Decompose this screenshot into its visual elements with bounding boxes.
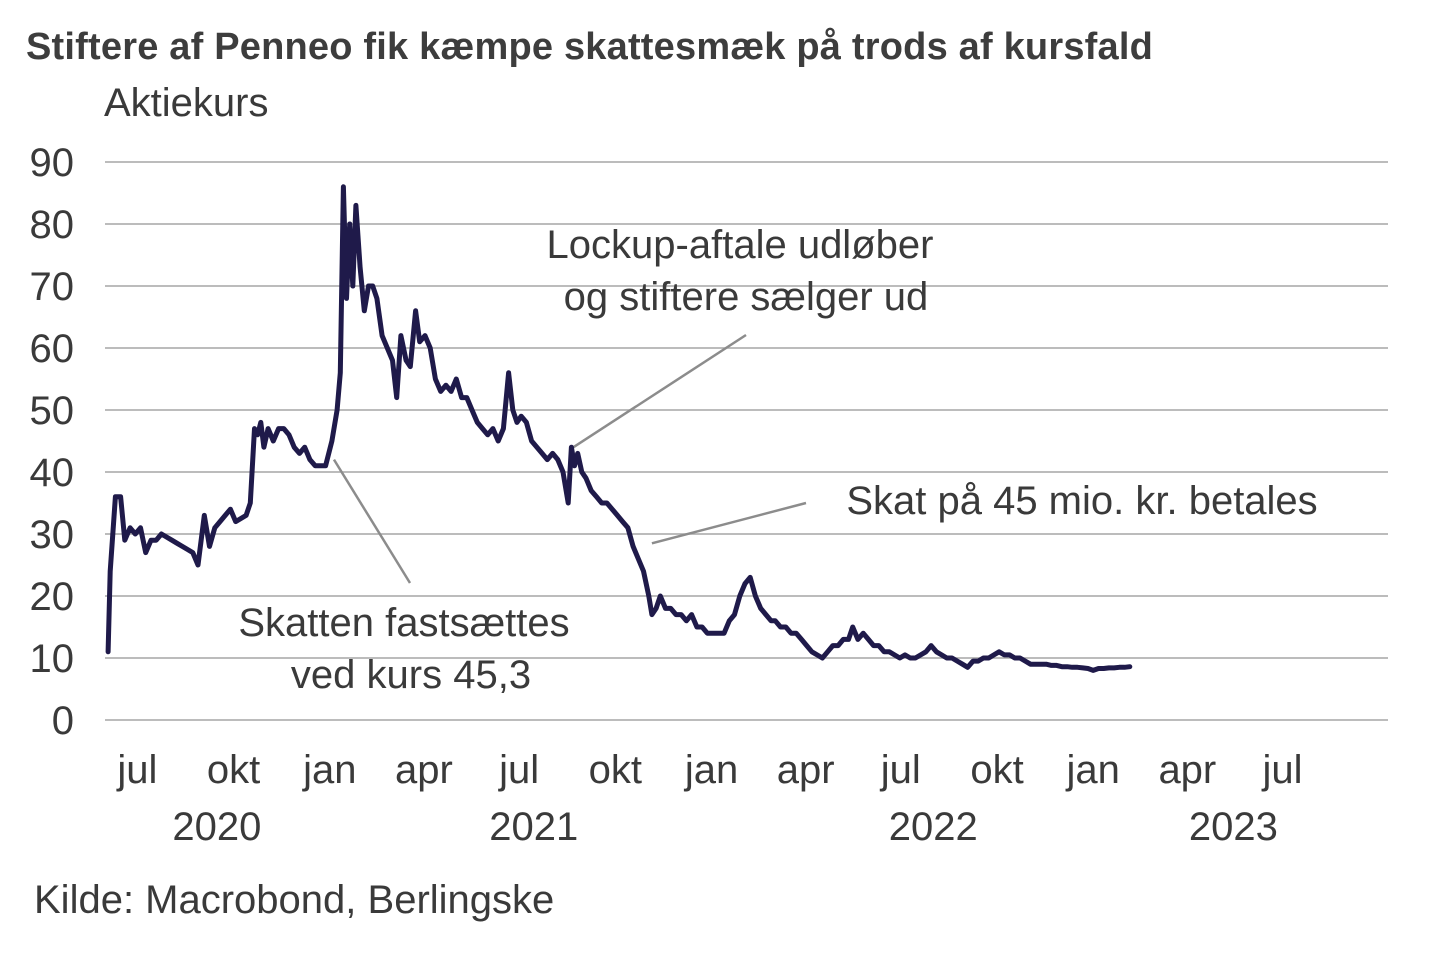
gridlines: [105, 161, 1388, 721]
x-tick-labels: jul okt jan apr jul okt jan apr jul okt jan apr jul2…: [116, 748, 1302, 849]
annotation-lines: [332, 333, 807, 584]
x-year-2022: 2022: [889, 805, 978, 849]
annotation-line-1: [572, 333, 747, 449]
y-tick-80: 80: [30, 203, 75, 247]
x-tick-jul-4: jul: [498, 748, 539, 792]
x-tick-jul-12: jul: [1262, 748, 1303, 792]
annotation-line-3: [332, 458, 412, 584]
x-tick-jan-10: jan: [1066, 748, 1120, 792]
y-tick-20: 20: [30, 575, 75, 619]
x-tick-okt-9: okt: [970, 748, 1023, 792]
y-tick-90: 90: [30, 141, 75, 185]
annotation-3-line-1: Skatten fastsættes: [238, 601, 569, 645]
x-tick-jul-0: jul: [116, 748, 157, 792]
annotation-line-2: [651, 501, 807, 545]
y-tick-70: 70: [30, 265, 75, 309]
x-tick-okt-1: okt: [207, 748, 260, 792]
annotation-3-line-2: ved kurs 45,3: [291, 653, 531, 697]
x-tick-apr-7: apr: [777, 748, 835, 792]
x-tick-jul-8: jul: [880, 748, 921, 792]
annotation-2-line-1: Skat på 45 mio. kr. betales: [846, 479, 1317, 523]
chart-title: Stiftere af Penneo fik kæmpe skattesmæk …: [26, 26, 1154, 68]
y-axis-label: Aktiekurs: [104, 81, 269, 125]
x-year-2021: 2021: [489, 805, 578, 849]
x-year-2020: 2020: [172, 805, 261, 849]
annotation-1-line-2: og stiftere sælger ud: [564, 275, 929, 319]
source-note: Kilde: Macrobond, Berlingske: [34, 878, 555, 922]
x-tick-jan-6: jan: [684, 748, 738, 792]
x-tick-jan-2: jan: [302, 748, 356, 792]
annotation-labels: Lockup-aftale udløber og stiftere sælger …: [238, 223, 1317, 697]
y-tick-60: 60: [30, 327, 75, 371]
y-tick-10: 10: [30, 637, 75, 681]
y-tick-50: 50: [30, 389, 75, 433]
x-year-2023: 2023: [1189, 805, 1278, 849]
y-tick-labels: 0 10 20 30 40 50 60 70 80 90: [30, 141, 75, 743]
x-tick-okt-5: okt: [589, 748, 642, 792]
annotation-1-line-1: Lockup-aftale udløber: [547, 223, 934, 267]
y-tick-30: 30: [30, 513, 75, 557]
y-tick-40: 40: [30, 451, 75, 495]
y-tick-0: 0: [52, 699, 74, 743]
x-tick-apr-3: apr: [395, 748, 453, 792]
series-line: [105, 184, 1133, 673]
x-tick-apr-11: apr: [1158, 748, 1216, 792]
